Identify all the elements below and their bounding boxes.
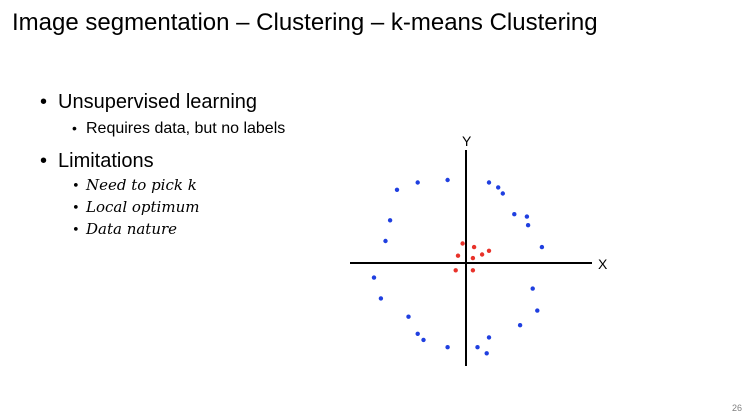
- scatter-point: [525, 223, 531, 228]
- scatter-point: [470, 255, 476, 261]
- scatter-point: [445, 345, 450, 350]
- y-axis-label: Y: [462, 133, 472, 149]
- scatter-point: [479, 252, 485, 257]
- bullet-dot-icon: •: [72, 179, 80, 194]
- scatter-point: [512, 212, 517, 217]
- scatter-point: [371, 275, 377, 280]
- sub-bullet-data-nature: • Data nature: [72, 219, 340, 241]
- scatter-point: [486, 248, 492, 253]
- bullet-dot-icon: •: [72, 223, 80, 238]
- scatter-point: [460, 241, 465, 246]
- scatter-point: [455, 253, 461, 258]
- scatter-point: [539, 244, 545, 250]
- scatter-point: [486, 180, 492, 185]
- bullet-unsupervised-learning: • Unsupervised learning: [40, 88, 340, 116]
- scatter-point: [421, 337, 426, 343]
- scatter-point: [394, 187, 400, 192]
- bullet-text: Unsupervised learning: [58, 91, 258, 113]
- scatter-point: [415, 180, 420, 185]
- bullet-list: • Unsupervised learning • Requires data, b…: [40, 88, 340, 241]
- sub-bullet-requires-data: • Requires data, but no labels: [72, 116, 340, 141]
- sub-bullet-text: Need to pick k: [86, 176, 197, 194]
- scatter-point: [415, 331, 420, 336]
- bullet-dot-icon: •: [72, 201, 80, 216]
- scatter-point: [471, 244, 477, 250]
- sub-bullet-need-to-pick-k: • Need to pick k: [72, 175, 340, 197]
- bullet-dot-icon: •: [40, 91, 48, 113]
- bullet-dot-icon: •: [72, 120, 77, 136]
- scatter-point: [475, 345, 480, 350]
- scatter-point: [453, 268, 458, 273]
- sub-bullet-text: Requires data, but no labels: [86, 120, 286, 137]
- scatter-point: [496, 185, 501, 190]
- bullet-dot-icon: •: [40, 150, 48, 172]
- bullet-text: Limitations: [58, 150, 154, 172]
- scatter-point: [500, 191, 505, 196]
- scatter-point: [517, 323, 523, 328]
- scatter-point: [524, 214, 530, 219]
- scatter-chart: X Y: [350, 133, 608, 366]
- scatter-point: [383, 238, 388, 244]
- scatter-point: [484, 351, 489, 356]
- bullet-limitations: • Limitations: [40, 147, 340, 175]
- sub-bullet-local-optimum: • Local optimum: [72, 197, 340, 219]
- scatter-point: [535, 308, 540, 313]
- scatter-point: [470, 268, 476, 273]
- sub-bullet-text: Data nature: [86, 220, 178, 238]
- sub-bullet-text: Local optimum: [86, 198, 200, 216]
- scatter-point: [406, 314, 411, 319]
- page-number: 26: [731, 403, 742, 413]
- scatter-point: [387, 218, 393, 223]
- scatter-point: [445, 177, 450, 183]
- scatter-point: [378, 296, 384, 301]
- scatter-point: [530, 286, 535, 291]
- scatter-point: [486, 335, 492, 340]
- slide-title: Image segmentation – Clustering – k-mean…: [12, 9, 598, 36]
- x-axis-label: X: [598, 256, 608, 272]
